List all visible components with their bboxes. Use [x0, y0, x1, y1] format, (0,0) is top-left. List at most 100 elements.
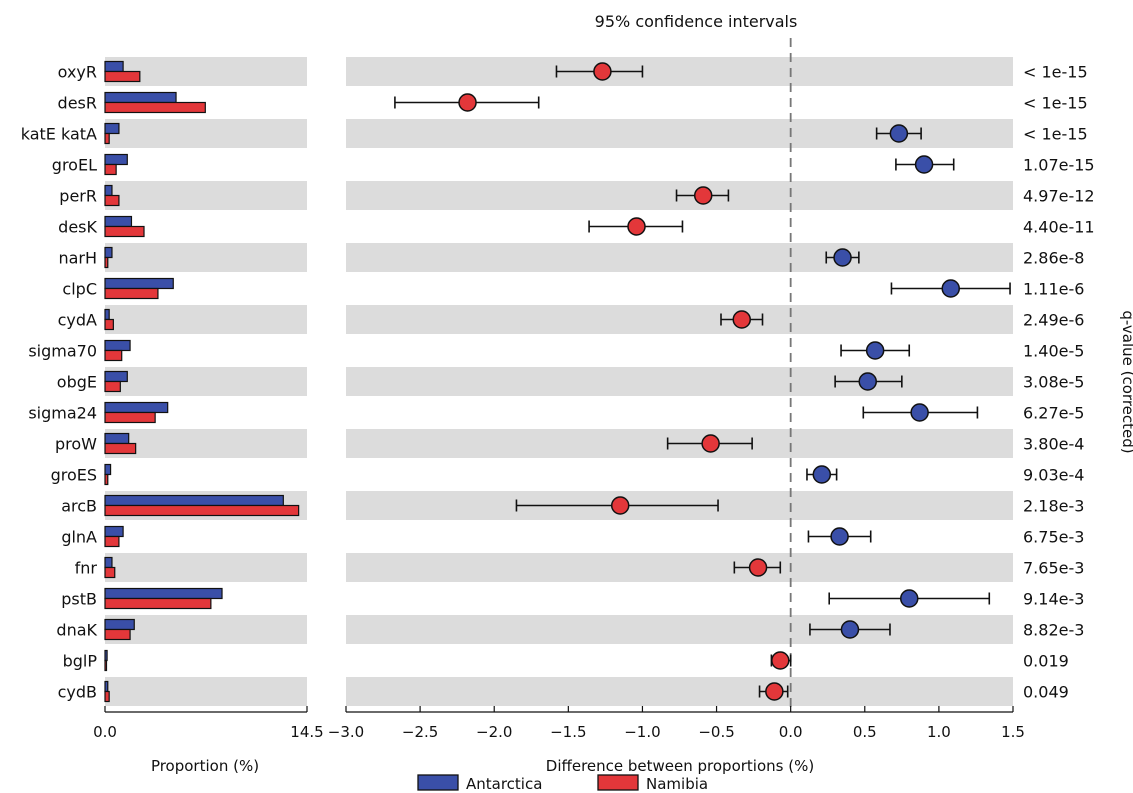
difference-tick-label: −1.5: [550, 723, 586, 741]
bar-antarctica: [104, 184, 113, 197]
axes: 0.0 14.5 −3.0 −2.5 −2.0 −1.5 −1.0 −0.5 0.0 0.5 1.0…: [93, 706, 1025, 741]
bar-antarctica: [104, 401, 169, 414]
bar-namibia: [104, 380, 121, 393]
right-panel-bands: [346, 57, 1013, 706]
q-value: 6.27e-5: [1023, 404, 1084, 423]
q-value: 3.80e-4: [1023, 435, 1084, 454]
bar-antarctica: [104, 153, 128, 166]
bar-namibia: [104, 194, 120, 207]
bar-namibia: [104, 690, 110, 703]
proportion-axis-label: Proportion (%): [151, 757, 259, 775]
gene-label: cydB: [58, 683, 97, 702]
bar-antarctica: [104, 649, 108, 662]
q-value: 4.97e-12: [1023, 187, 1095, 206]
gene-label: glnA: [61, 528, 97, 547]
row-band: [105, 615, 307, 644]
difference-tick-label: −3.0: [328, 723, 364, 741]
difference-point: [833, 248, 852, 267]
q-value-axis-label: q-value (corrected): [1119, 310, 1133, 453]
difference-tick-label: 0.0: [779, 723, 803, 741]
gene-label: perR: [59, 187, 97, 206]
difference-point: [748, 558, 768, 577]
difference-point: [840, 620, 860, 639]
gene-label: sigma70: [28, 342, 97, 361]
q-value: 9.14e-3: [1023, 590, 1084, 609]
bar-antarctica: [104, 339, 131, 352]
row-band: [346, 57, 1013, 86]
q-value: 1.07e-15: [1023, 156, 1095, 175]
row-band: [105, 181, 307, 210]
q-value: 7.65e-3: [1023, 559, 1084, 578]
difference-point: [765, 682, 784, 701]
difference-tick-label: −2.0: [476, 723, 512, 741]
q-value: 1.11e-6: [1023, 280, 1084, 299]
difference-axis-label: Difference between proportions (%): [546, 757, 814, 775]
difference-point: [812, 465, 832, 484]
q-value: 3.08e-5: [1023, 373, 1084, 392]
confidence-intervals: [394, 62, 1011, 701]
gene-label: desR: [58, 94, 97, 113]
bar-antarctica: [104, 370, 128, 383]
q-value: 2.49e-6: [1023, 311, 1084, 330]
proportion-tick-label: 0.0: [93, 723, 117, 741]
bar-antarctica: [104, 91, 177, 104]
bar-namibia: [104, 473, 109, 486]
q-value: < 1e-15: [1023, 125, 1088, 144]
difference-point: [732, 310, 752, 329]
bar-antarctica: [104, 432, 130, 445]
gene-labels: oxyR desR katE katA groEL perR desK narH clpC cy…: [21, 63, 98, 702]
legend-label: Namibia: [646, 775, 708, 793]
row-band: [346, 367, 1013, 396]
q-value: < 1e-15: [1023, 94, 1088, 113]
bar-antarctica: [104, 60, 124, 73]
bar-namibia: [104, 597, 212, 610]
bar-namibia: [104, 318, 114, 331]
row-band: [105, 119, 307, 148]
difference-point: [858, 372, 877, 391]
q-value: 8.82e-3: [1023, 621, 1084, 640]
q-value: 0.019: [1023, 652, 1069, 671]
gene-label: cydA: [58, 311, 97, 330]
difference-point: [865, 341, 885, 360]
bar-namibia: [104, 411, 156, 424]
bar-namibia: [104, 163, 117, 176]
bar-namibia: [104, 349, 123, 362]
difference-point: [701, 434, 720, 453]
q-value: < 1e-15: [1023, 63, 1088, 82]
row-band: [105, 367, 307, 396]
row-band: [105, 677, 307, 706]
row-band: [346, 615, 1013, 644]
legend-swatch: [417, 774, 459, 791]
gene-label: narH: [58, 249, 97, 268]
gene-label: desK: [58, 218, 97, 237]
bar-namibia: [104, 132, 110, 145]
gene-label: obgE: [57, 373, 97, 392]
q-value: 0.049: [1023, 683, 1069, 702]
q-value: 6.75e-3: [1023, 528, 1084, 547]
bar-antarctica: [104, 525, 124, 538]
row-band: [105, 553, 307, 582]
legend-swatch: [597, 774, 639, 791]
gene-label: bglP: [63, 652, 98, 671]
gene-label: groES: [51, 466, 97, 485]
row-band: [105, 305, 307, 334]
bar-antarctica: [104, 277, 174, 290]
difference-tick-label: 1.5: [1001, 723, 1025, 741]
legend-label: Antarctica: [466, 775, 542, 793]
difference-point: [771, 651, 790, 670]
difference-point: [941, 279, 960, 298]
row-band: [346, 243, 1013, 272]
gene-label: sigma24: [28, 404, 97, 423]
difference-point: [458, 93, 477, 112]
bar-namibia: [104, 659, 108, 672]
difference-tick-label: −0.5: [698, 723, 734, 741]
difference-point: [914, 155, 934, 174]
bar-antarctica: [104, 587, 223, 600]
bar-antarctica: [104, 556, 113, 569]
row-band: [346, 305, 1013, 334]
row-band: [346, 553, 1013, 582]
q-value-labels: < 1e-15 < 1e-15 < 1e-15 1.07e-15 4.97e-12 4.4…: [1023, 63, 1095, 702]
difference-tick-label: 0.5: [853, 723, 877, 741]
difference-tick-label: −1.0: [624, 723, 660, 741]
